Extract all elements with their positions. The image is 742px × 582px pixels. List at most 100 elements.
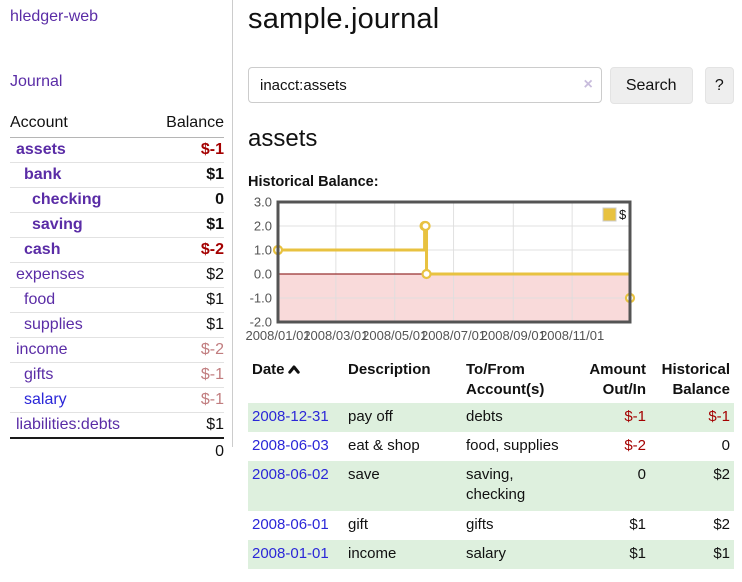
account-row: assets $-1 — [10, 137, 224, 163]
transaction-accounts: saving, checking — [466, 466, 526, 504]
account-link[interactable]: income — [16, 341, 68, 358]
transaction-date-link[interactable]: 2008-06-03 — [252, 436, 329, 454]
account-link[interactable]: saving — [32, 216, 83, 233]
account-column-header: Account — [10, 112, 151, 138]
account-balance: $1 — [150, 412, 224, 439]
account-link[interactable]: assets — [16, 141, 66, 158]
account-link[interactable]: supplies — [24, 316, 83, 333]
svg-text:2008/09/01: 2008/09/01 — [481, 328, 546, 343]
search-input[interactable] — [248, 67, 602, 103]
transaction-row: 2008-06-03 eat & shop food, supplies $-2 0 — [248, 432, 734, 461]
account-balance: $1 — [150, 212, 224, 238]
account-total-balance: 0 — [150, 437, 224, 465]
help-button[interactable]: ? — [704, 67, 734, 104]
description-column-header: Description — [348, 361, 431, 378]
account-table-body: assets $-1 bank $1 checking 0 saving $1 cash $-2 e… — [10, 137, 224, 439]
transaction-amount: $1 — [629, 544, 646, 562]
page-title: sample.journal — [248, 3, 440, 35]
transaction-description: income — [348, 544, 397, 562]
transaction-balance: 0 — [721, 436, 730, 454]
transaction-amount: $-1 — [624, 407, 646, 425]
transaction-balance: $2 — [713, 466, 730, 483]
transaction-date-link[interactable]: 2008-01-01 — [252, 544, 329, 562]
transaction-amount: $1 — [629, 515, 646, 533]
svg-text:2008/11/01: 2008/11/01 — [540, 328, 604, 343]
account-balance: $1 — [150, 162, 224, 188]
transaction-amount: $-2 — [624, 436, 646, 454]
transaction-date-cell: 2008-06-02 — [248, 461, 344, 511]
search-form: × Search ? — [248, 67, 734, 104]
account-row: salary $-1 — [10, 387, 224, 413]
svg-text:-2.0: -2.0 — [250, 315, 272, 330]
svg-text:-1.0: -1.0 — [250, 291, 272, 306]
account-row: liabilities:debts $1 — [10, 412, 224, 439]
svg-text:2.0: 2.0 — [254, 219, 272, 234]
transaction-balance: $2 — [713, 515, 730, 533]
account-total-row: 0 — [10, 437, 224, 465]
account-link[interactable]: expenses — [16, 266, 85, 283]
account-link[interactable]: food — [24, 291, 56, 308]
svg-text:1.0: 1.0 — [254, 243, 272, 258]
account-balance: $-2 — [150, 337, 224, 363]
account-row: supplies $1 — [10, 312, 224, 338]
transaction-balance: $-1 — [708, 407, 730, 425]
account-row: expenses $2 — [10, 262, 224, 288]
account-link[interactable]: salary — [24, 391, 67, 408]
transaction-date-cell: 2008-01-01 — [248, 540, 344, 569]
transaction-accounts: food, supplies — [466, 436, 559, 454]
account-row: cash $-2 — [10, 237, 224, 263]
account-link[interactable]: gifts — [24, 366, 54, 383]
journal-nav: Journal — [10, 73, 224, 91]
transaction-balance: $1 — [713, 544, 730, 562]
main-content: sample.journal × Search ? assets Histori… — [245, 0, 734, 569]
transaction-date-link[interactable]: 2008-06-02 — [252, 466, 329, 483]
account-link[interactable]: liabilities:debts — [16, 416, 121, 433]
account-balance: $-1 — [150, 362, 224, 388]
search-button[interactable]: Search — [609, 67, 693, 104]
svg-text:2008/05/01: 2008/05/01 — [362, 328, 427, 343]
clear-search-icon[interactable]: × — [583, 76, 593, 93]
transaction-row: 2008-01-01 income salary $1 $1 — [248, 539, 734, 569]
sort-ascending-icon — [287, 360, 300, 380]
account-heading: assets — [248, 125, 318, 152]
balance-column-header: Balance — [150, 112, 224, 138]
transaction-amount: 0 — [637, 466, 646, 483]
transaction-row: 2008-12-31 pay off debts $-1 $-1 — [248, 402, 734, 432]
search-input-wrap: × — [248, 67, 602, 104]
transaction-date-link[interactable]: 2008-12-31 — [252, 407, 329, 425]
transaction-row: 2008-06-02 save saving, checking 0 $2 — [248, 461, 734, 511]
account-row: income $-2 — [10, 337, 224, 363]
journal-link[interactable]: Journal — [10, 73, 63, 90]
account-row: bank $1 — [10, 162, 224, 188]
amount-column-header: Amount Out/In — [589, 361, 646, 399]
account-table-header-row: Account Balance — [10, 112, 224, 138]
svg-text:2008/01/01: 2008/01/01 — [245, 328, 310, 343]
account-row: food $1 — [10, 287, 224, 313]
account-balance: $1 — [150, 287, 224, 313]
total-spacer — [10, 437, 151, 465]
account-row: checking 0 — [10, 187, 224, 213]
transaction-description: gift — [348, 515, 369, 533]
account-balance: $1 — [150, 312, 224, 338]
chart-heading: Historical Balance: — [248, 174, 379, 190]
balance-column-header-main: Historical Balance — [661, 361, 730, 399]
register-table: Date Description To/From Account(s) Amou… — [248, 358, 734, 569]
app-brand-link[interactable]: hledger-web — [10, 8, 99, 25]
app-brand: hledger-web — [10, 8, 224, 26]
account-balance: 0 — [150, 187, 224, 213]
account-link[interactable]: cash — [24, 241, 61, 258]
svg-text:2008/03/01: 2008/03/01 — [303, 328, 368, 343]
transaction-description: save — [348, 466, 380, 483]
historical-balance-chart[interactable]: $3.0 2.0 1.0 0.0 -1.0 -2.0 2008/01/01 2008/03/0… — [245, 195, 734, 347]
account-link[interactable]: checking — [32, 191, 102, 208]
transaction-date-cell: 2008-12-31 — [248, 403, 344, 432]
transaction-accounts: salary — [466, 544, 507, 562]
svg-text:0.0: 0.0 — [254, 267, 272, 282]
account-balance-table: Account Balance assets $-1 bank $1 checking 0… — [10, 112, 224, 465]
transaction-date-cell: 2008-06-01 — [248, 511, 344, 540]
transaction-date-link[interactable]: 2008-06-01 — [252, 515, 329, 533]
svg-text:2008/07/01: 2008/07/01 — [421, 328, 486, 343]
date-column-header[interactable]: Date — [248, 358, 344, 403]
account-balance: $-1 — [150, 137, 224, 163]
account-link[interactable]: bank — [24, 166, 62, 183]
